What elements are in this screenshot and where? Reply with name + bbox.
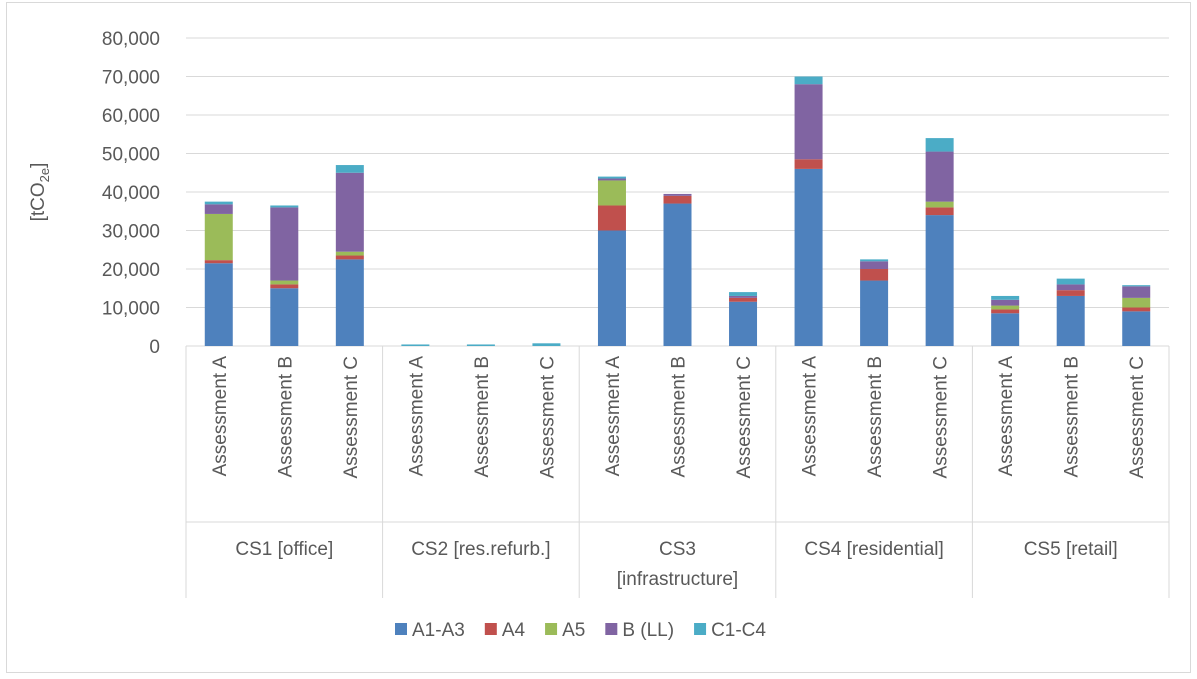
- bar-segment: [204, 263, 233, 346]
- y-tick-label: 20,000: [102, 260, 160, 281]
- legend-swatch: [605, 623, 618, 635]
- bar-segment: [597, 180, 626, 206]
- y-tick-label: 70,000: [102, 68, 160, 89]
- group-label: CS5 [retail]: [1024, 539, 1118, 560]
- bar-segment: [1056, 284, 1085, 291]
- bar-segment: [597, 205, 626, 231]
- bar-segment: [1122, 285, 1151, 287]
- bar-segment: [270, 288, 299, 346]
- bar-segment: [925, 215, 954, 346]
- bar-segment: [1122, 297, 1151, 308]
- bar-segment: [860, 261, 889, 269]
- category-label: Assessment C: [1127, 356, 1148, 478]
- legend-label: C1-C4: [711, 620, 766, 641]
- bar-segment: [597, 176, 626, 179]
- bar-segment: [663, 203, 692, 346]
- bar-segment: [401, 344, 430, 346]
- bar-segment: [991, 299, 1020, 306]
- group-label: CS2 [res.refurb.]: [411, 539, 550, 560]
- category-label: Assessment A: [603, 356, 624, 477]
- bar-segment: [991, 295, 1020, 300]
- bar-segment: [925, 151, 954, 202]
- category-label: Assessment B: [1062, 356, 1083, 477]
- bar-segment: [1056, 290, 1085, 296]
- category-label: Assessment A: [800, 356, 821, 477]
- bar-segment: [729, 297, 758, 302]
- category-label: Assessment A: [406, 356, 427, 477]
- bar-segment: [1122, 286, 1151, 298]
- group-label: [infrastructure]: [617, 569, 738, 590]
- bar-segment: [860, 259, 889, 262]
- category-label: Assessment A: [210, 356, 231, 477]
- category-label: Assessment C: [341, 356, 362, 478]
- bar-segment: [663, 193, 692, 196]
- bar-segment: [1122, 307, 1151, 312]
- legend-label: A4: [502, 620, 526, 641]
- bar-segment: [1056, 295, 1085, 346]
- bar-segment: [925, 138, 954, 152]
- bar-segment: [1056, 278, 1085, 285]
- bar-segment: [270, 205, 299, 208]
- bar-segment: [204, 201, 233, 205]
- category-label: Assessment B: [472, 356, 493, 477]
- bar-segment: [729, 292, 758, 296]
- bar-segment: [335, 259, 364, 346]
- bar-segment: [991, 305, 1020, 310]
- bar-segment: [204, 204, 233, 214]
- y-tick-label: 60,000: [102, 106, 160, 127]
- legend-swatch: [395, 623, 407, 635]
- category-label: Assessment B: [275, 356, 296, 477]
- bar-segment: [729, 295, 758, 298]
- category-label: Assessment C: [734, 356, 755, 478]
- bar-segment: [270, 207, 299, 281]
- category-label: Assessment B: [669, 356, 690, 477]
- y-tick-label: 10,000: [102, 299, 160, 320]
- legend-swatch: [545, 623, 558, 635]
- bar-segment: [270, 280, 299, 285]
- category-label: Assessment C: [931, 356, 952, 478]
- bar-segment: [597, 230, 626, 346]
- bar-segment: [532, 343, 561, 346]
- bar-segment: [335, 251, 364, 256]
- bar-segment: [794, 168, 823, 346]
- group-label: CS4 [residential]: [804, 539, 943, 560]
- legend-label: A5: [562, 620, 585, 641]
- bar-segment: [1122, 311, 1151, 346]
- category-label: Assessment A: [996, 356, 1017, 477]
- legend-swatch: [484, 623, 497, 635]
- y-tick-label: 50,000: [102, 145, 160, 166]
- bar-segment: [729, 301, 758, 346]
- y-tick-label: 30,000: [102, 222, 160, 243]
- y-tick-label: 40,000: [102, 183, 160, 204]
- bar-segment: [335, 255, 364, 260]
- bar-segment: [925, 207, 954, 216]
- bar-segment: [270, 284, 299, 289]
- bar-segment: [991, 309, 1020, 314]
- bar-segment: [466, 344, 495, 346]
- bar-segment: [991, 313, 1020, 346]
- category-label: Assessment C: [537, 356, 558, 478]
- group-label: CS1 [office]: [235, 539, 333, 560]
- group-label: CS3: [659, 539, 696, 560]
- legend-label: A1-A3: [412, 620, 465, 641]
- bar-segment: [860, 280, 889, 346]
- bar-segment: [860, 269, 889, 281]
- bar-segment: [204, 260, 233, 264]
- bar-segment: [335, 172, 364, 252]
- y-tick-label: 80,000: [102, 29, 160, 50]
- bar-segment: [925, 201, 954, 208]
- bar-segment: [794, 159, 823, 169]
- y-tick-label: 0: [149, 337, 160, 358]
- legend-label: B (LL): [622, 620, 674, 641]
- bar-segment: [597, 178, 626, 181]
- bar-segment: [794, 84, 823, 160]
- y-axis-label: [tCO2e]: [28, 163, 52, 222]
- bar-segment: [204, 213, 233, 261]
- bar-segment: [663, 195, 692, 204]
- legend-swatch: [694, 623, 707, 635]
- bar-segment: [794, 76, 823, 85]
- category-label: Assessment B: [865, 356, 886, 477]
- bar-segment: [335, 165, 364, 173]
